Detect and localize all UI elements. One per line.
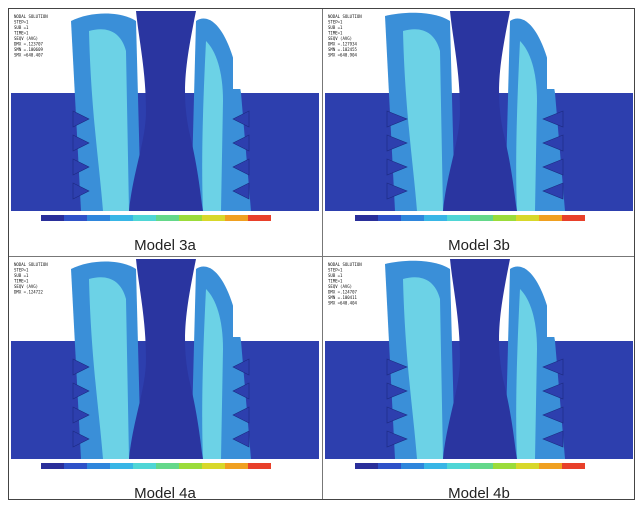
implant-head xyxy=(233,259,319,337)
info-text: TIME=1 xyxy=(14,31,29,36)
info-text: NODAL SOLUTION xyxy=(14,262,48,267)
info-text: SMN =.102455 xyxy=(328,47,357,52)
info-text: SEQV (AVG) xyxy=(14,284,38,289)
info-text: STEP=1 xyxy=(14,20,29,25)
info-text: DMX =.127934 xyxy=(328,42,357,47)
info-text: SEQV (AVG) xyxy=(328,36,352,41)
info-text: STEP=1 xyxy=(14,268,29,273)
info-text: SEQV (AVG) xyxy=(328,284,352,289)
info-text: TIME=1 xyxy=(328,31,343,36)
info-text: SMN =.100609 xyxy=(14,47,43,52)
info-text: SUB =1 xyxy=(328,25,343,30)
info-text: DMX =.123707 xyxy=(14,42,43,47)
info-text: SUB =1 xyxy=(14,25,29,30)
caption: Model 3a xyxy=(9,237,321,254)
caption: Model 4a xyxy=(9,485,321,502)
caption: Model 4b xyxy=(323,485,635,502)
info-text: SMX =640.904 xyxy=(328,53,357,58)
info-text: STEP=1 xyxy=(328,268,343,273)
caption: Model 3b xyxy=(323,237,635,254)
info-text: SUB =1 xyxy=(328,273,343,278)
info-text: SEQV (AVG) xyxy=(14,36,38,41)
implant-head xyxy=(233,11,319,89)
info-text: NODAL SOLUTION xyxy=(328,14,362,19)
info-text: DMX =.124722 xyxy=(14,290,43,295)
info-text: STEP=1 xyxy=(328,20,343,25)
info-text: SMN =.100411 xyxy=(328,295,357,300)
info-text: TIME=1 xyxy=(14,279,29,284)
info-text: NODAL SOLUTION xyxy=(328,262,362,267)
info-text: TIME=1 xyxy=(328,279,343,284)
info-text: NODAL SOLUTION xyxy=(14,14,48,19)
info-text: SMX =640.407 xyxy=(14,53,43,58)
info-text: SMX =640.404 xyxy=(328,301,357,306)
implant-head xyxy=(547,259,633,337)
implant-head xyxy=(547,11,633,89)
info-text: SUB =1 xyxy=(14,273,29,278)
info-text: DMX =.124707 xyxy=(328,290,357,295)
